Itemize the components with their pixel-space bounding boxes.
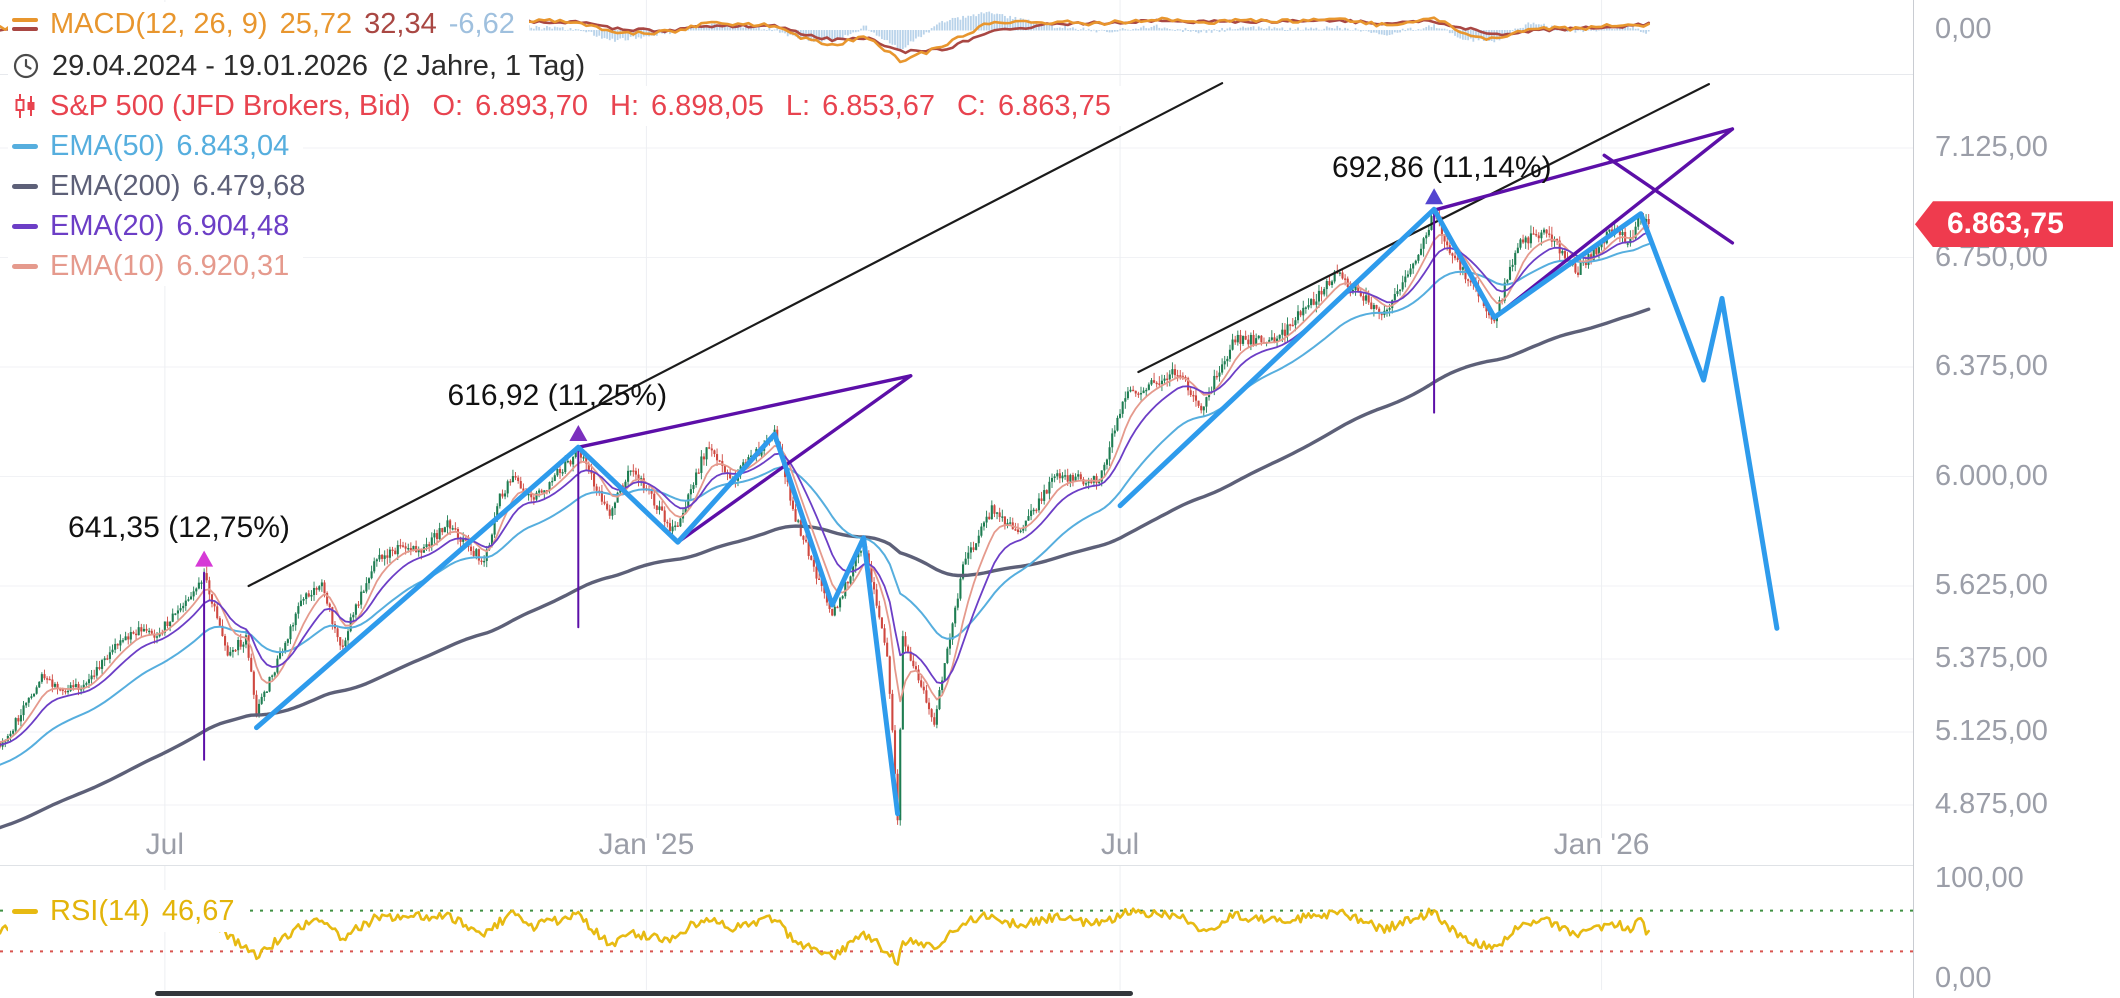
ohlc-low-value: 6.853,67 [822,89,935,122]
rsi-label: RSI(14) [50,894,150,927]
candlestick-icon [12,92,38,120]
macd-axis-label: 0,00 [1935,13,1992,45]
ema10-swatch-icon [12,263,38,269]
legend-ema10-row[interactable]: EMA(10) 6.920,31 [8,246,304,286]
date-range-row[interactable]: 29.04.2024 - 19.01.2026 (2 Jahre, 1 Tag) [8,46,600,86]
macd-signal-value: 32,34 [364,7,437,40]
legend-rsi-row[interactable]: RSI(14) 46,67 [8,890,249,932]
rsi-axis-0-label: 0,00 [1935,962,1992,994]
ema50-swatch-icon [12,143,38,149]
ohlc-open-value: 6.893,70 [475,89,588,122]
ohlc-high-label: H: [610,89,639,122]
macd-swatch-icon [12,17,38,31]
pane-divider-macd [0,74,1913,75]
date-range-text: 29.04.2024 - 19.01.2026 (2 Jahre, 1 Tag) [52,49,586,82]
last-price-badge: 6.863,75 [1915,201,2113,248]
clock-icon [12,52,40,80]
time-axis-label: Jul [1100,828,1140,861]
rsi-pane-plot[interactable] [0,907,1913,966]
ohlc-open-label: O: [432,89,464,122]
price-axis-label: 5.625,00 [1935,569,2048,601]
ema10-label: EMA(10) [50,249,165,282]
macd-histogram-value: -6,62 [448,7,515,40]
measured-move-label[interactable]: 616,92 (11,25%) [447,379,668,413]
ohlc-close-value: 6.863,75 [997,89,1111,122]
price-axis-label: 6.000,00 [1935,459,2048,492]
purple-wedge-drawings[interactable] [203,127,1735,761]
peak-markers[interactable] [195,188,1444,567]
rsi-axis-100-label: 100,00 [1935,862,2024,894]
price-axis[interactable]: 0,00 7.125,00 6.750,00 6.375,00 6.000,00 5.6… [1913,0,2120,998]
ema20-value: 6.904,48 [176,209,290,242]
ema200-value: 6.479,68 [192,169,306,202]
macd-value: 25,72 [279,7,353,40]
macd-label: MACD(12, 26, 9) [50,7,268,40]
ohlc-low-label: L: [785,89,811,122]
ema200-label: EMA(200) [50,169,181,202]
candlesticks[interactable] [0,209,1650,826]
rsi-value: 46,67 [161,894,235,927]
measured-move-label[interactable]: 692,86 (11,14%) [1332,151,1552,185]
legend-macd-row[interactable]: MACD(12, 26, 9) 25,72 32,34 -6,62 [8,2,529,46]
legend-ema200-row[interactable]: EMA(200) 6.479,68 [8,166,320,206]
black-trendlines[interactable] [247,82,1711,588]
rsi-swatch-icon [12,908,38,914]
time-axis-label: Jan '25 [598,828,695,861]
indicator-legend: MACD(12, 26, 9) 25,72 32,34 -6,62 29.04.… [8,2,1125,286]
ema20-swatch-icon [12,223,38,229]
measured-move-label[interactable]: 641,35 (12,75%) [68,510,290,544]
price-axis-label: 4.875,00 [1935,788,2048,820]
legend-ema20-row[interactable]: EMA(20) 6.904,48 [8,206,304,246]
symbol-row[interactable]: S&P 500 (JFD Brokers, Bid) O: 6.893,70 H… [8,86,1125,126]
symbol-name: S&P 500 (JFD Brokers, Bid) [50,89,411,122]
blue-zigzag-drawings[interactable] [254,206,1780,817]
ohlc-high-value: 6.898,05 [651,89,764,122]
price-axis-label: 6.375,00 [1935,350,2048,382]
ema200-swatch-icon [12,183,38,189]
price-axis-label: 5.375,00 [1935,642,2048,674]
scrollbar-thumb[interactable] [155,991,1133,996]
time-axis[interactable]: Jul Jan '25 Jul Jan '26 [0,0,1913,998]
pane-divider-rsi[interactable] [0,865,2120,866]
price-axis-label: 5.125,00 [1935,715,2048,747]
ohlc-close-label: C: [956,89,986,122]
time-axis-label: Jan '26 [1553,828,1650,861]
price-axis-label: 7.125,00 [1935,131,2048,163]
ema50-label: EMA(50) [50,129,165,162]
legend-ema50-row[interactable]: EMA(50) 6.843,04 [8,126,304,166]
ema10-value: 6.920,31 [176,249,290,282]
macd-pane-plot[interactable] [0,11,1650,64]
ema50-value: 6.843,04 [176,129,290,162]
time-axis-label: Jul [145,828,185,861]
ema20-label: EMA(20) [50,209,165,242]
